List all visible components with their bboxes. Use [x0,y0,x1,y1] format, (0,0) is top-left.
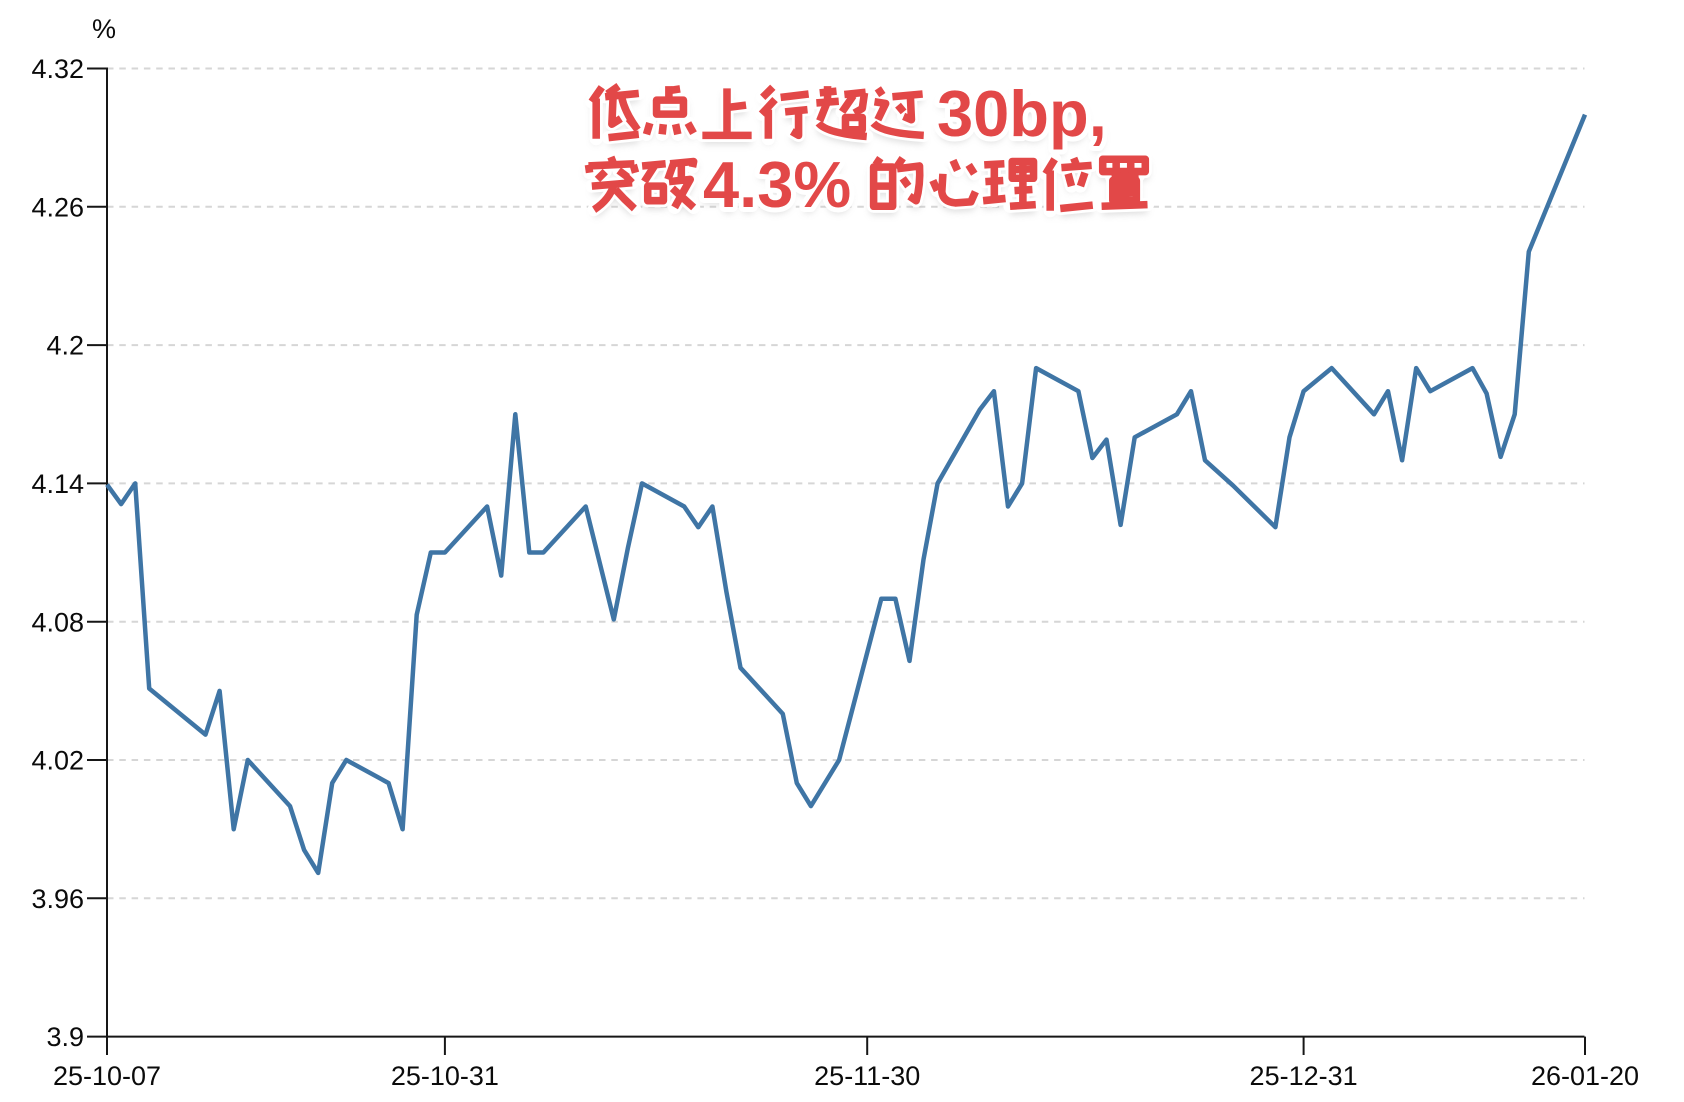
svg-text:4.32: 4.32 [31,54,84,84]
svg-text:25-10-31: 25-10-31 [391,1061,499,1091]
svg-text:4.3%: 4.3% [703,153,851,226]
svg-text:4.08: 4.08 [31,607,84,637]
svg-text:4.14: 4.14 [31,469,84,499]
svg-text:4.2: 4.2 [46,331,84,361]
svg-text:30bp,: 30bp, [937,77,1107,150]
svg-text:30bp,: 30bp, [937,77,1107,150]
svg-text:4.26: 4.26 [31,192,84,222]
svg-text:25-10-07: 25-10-07 [53,1061,161,1091]
svg-text:%: % [92,14,116,44]
svg-text:3.9: 3.9 [46,1022,84,1052]
svg-text:4.02: 4.02 [31,746,84,776]
svg-text:4.3%: 4.3% [703,148,851,221]
svg-text:25-11-30: 25-11-30 [814,1061,920,1091]
svg-text:4.3%: 4.3% [703,148,851,221]
svg-text:26-01-20: 26-01-20 [1531,1061,1639,1091]
svg-text:30bp,: 30bp, [937,82,1107,155]
svg-text:25-12-31: 25-12-31 [1250,1061,1358,1091]
svg-text:3.96: 3.96 [31,884,84,914]
